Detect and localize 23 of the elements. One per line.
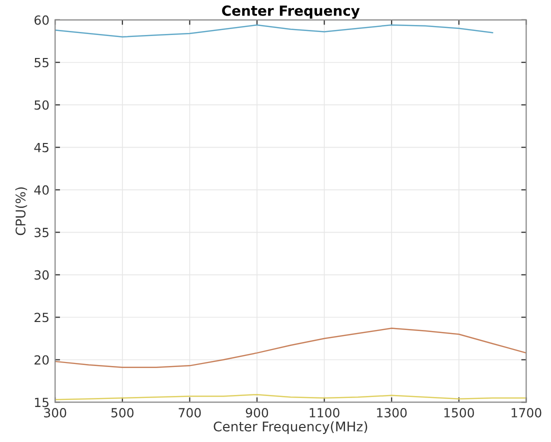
y-tick-label: 45 [34,142,48,152]
x-tick-label: 1500 [444,408,474,418]
x-tick-label: 1700 [512,408,542,418]
x-tick-label: 900 [246,408,268,418]
x-tick-label: 700 [178,408,201,418]
y-tick-label: 30 [34,270,49,280]
x-tick-label: 300 [44,408,66,418]
x-tick-label: 500 [111,408,134,418]
line-series [55,328,526,368]
y-tick-label: 20 [34,355,49,365]
line-series [55,24,494,38]
x-axis-title: Center Frequency(MHz) [214,421,368,434]
y-tick-label: 15 [35,398,48,408]
y-tick-label: 40 [34,185,49,195]
x-tick-label: 1300 [377,408,407,418]
y-tick-label: 50 [34,100,49,110]
y-tick-label: 60 [34,15,49,25]
y-tick-label: 25 [34,312,48,322]
chart-title: Center Frequency [222,5,360,19]
x-tick-label: 1100 [310,408,340,418]
y-tick-label: 55 [34,58,48,68]
y-tick-label: 35 [34,228,48,238]
y-axis-title: CPU(%) [15,187,28,236]
